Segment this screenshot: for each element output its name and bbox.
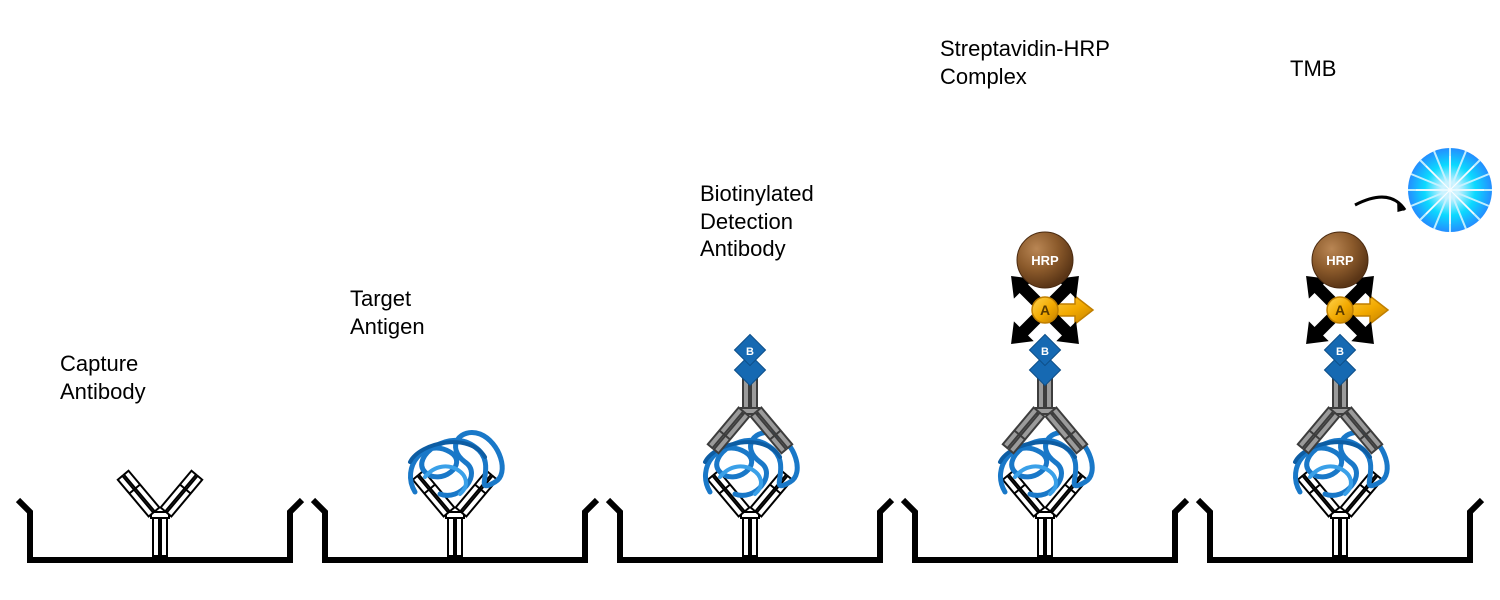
label-p3: Biotinylated Detection Antibody	[700, 180, 814, 263]
panel-p3	[608, 334, 892, 560]
panel-p1	[18, 471, 302, 560]
panel-p5	[1198, 148, 1492, 560]
panel-p2	[313, 433, 597, 560]
label-p2: Target Antigen	[350, 285, 425, 340]
panel-p4	[903, 232, 1187, 560]
label-p5: TMB	[1290, 55, 1336, 83]
label-p1: Capture Antibody	[60, 350, 146, 405]
elisa-diagram: B A HRP	[0, 0, 1500, 600]
label-p4: Streptavidin-HRP Complex	[940, 35, 1110, 90]
